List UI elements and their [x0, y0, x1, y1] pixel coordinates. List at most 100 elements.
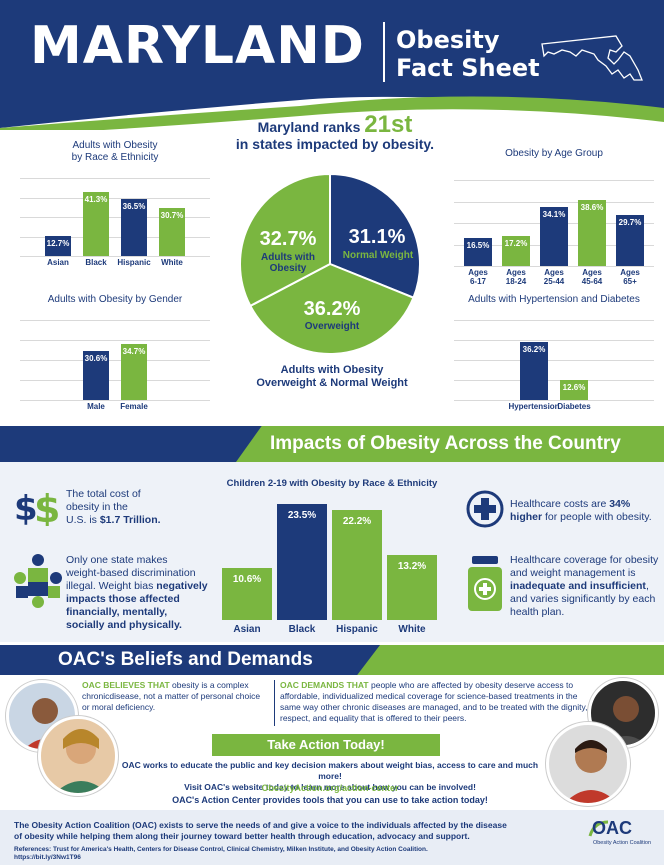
coverage-line5: health plan. — [510, 606, 565, 618]
footer-line1: The Obesity Action Coalition (OAC) exist… — [14, 820, 507, 830]
coverage-line2: and weight management is — [510, 567, 636, 579]
oac-believes: OAC BELIEVES THAT obesity is a complex c… — [82, 680, 268, 713]
bar-1 — [560, 379, 588, 400]
bar-3 — [578, 199, 606, 266]
mini-chart-title: Obesity by Age Group — [505, 148, 603, 159]
bar-category-label: White — [161, 258, 183, 267]
bar-value-label: 34.7% — [122, 347, 146, 357]
references: References: Trust for America's Health, … — [14, 846, 574, 862]
grid-line — [20, 197, 210, 199]
bar-0 — [520, 342, 548, 400]
grid-line — [20, 217, 210, 218]
kids-bar-value: 23.5% — [287, 510, 317, 521]
bar-0 — [464, 237, 492, 266]
coverage-line4: and varies significantly by each — [510, 593, 656, 605]
weight-bias-bold4: socially and physically. — [66, 619, 182, 631]
puzzle-people-icon — [14, 554, 62, 608]
person-photo-3 — [588, 678, 658, 748]
sheet-title-line1: Obesity — [396, 26, 500, 54]
grid-line — [20, 320, 210, 321]
total-cost-line3: U.S. is — [66, 514, 100, 526]
grid-line — [20, 400, 210, 401]
bar-1 — [502, 236, 530, 266]
bar-1 — [83, 191, 109, 256]
header-background — [0, 0, 664, 130]
kids-bar-value: 22.2% — [342, 516, 372, 528]
grid-line — [454, 266, 654, 267]
bar-value-label: 29.7% — [618, 217, 642, 227]
person-photo-2 — [38, 716, 118, 796]
bar-category-part: Ages — [506, 268, 526, 277]
bar-value-label: 38.6% — [580, 202, 604, 212]
grid-line — [20, 178, 210, 179]
race-ethnicity-chart: Adults with Obesity by Race & Ethnicity 12… — [20, 140, 210, 270]
grid-line — [454, 360, 654, 361]
pie-slice-2 — [239, 172, 331, 308]
total-cost-line2: obesity in the — [66, 501, 128, 513]
bar-0 — [83, 351, 109, 400]
healthcare-cost-bold1: 34% — [609, 498, 631, 510]
bar-category-label: Ages 45-64 — [564, 268, 620, 286]
bar-category-part: Ages — [582, 268, 602, 277]
weight-bias-line1: Only one state makes — [66, 554, 168, 566]
grid-line — [454, 380, 654, 381]
total-cost-line1: The total cost of — [66, 488, 141, 500]
demands-text1: people who are affected by obesity deser… — [368, 680, 574, 690]
healthcare-cost-post: for people with obesity. — [542, 511, 652, 523]
bar-3 — [159, 208, 185, 256]
bar-category-label: Ages 6-17 — [450, 268, 506, 286]
references-link[interactable]: https://bit.ly/3Nw1T96 — [14, 854, 81, 861]
grid-line — [454, 180, 654, 181]
svg-text:$: $ — [14, 489, 38, 526]
bar-category-part: 6-17 — [469, 277, 486, 286]
coverage-comma: , — [645, 580, 649, 592]
demands-text4: respect, and equality that is offered to… — [280, 713, 467, 723]
healthcare-cost-bold2: higher — [510, 511, 543, 523]
coverage-line1: Healthcare coverage for obesity — [510, 554, 659, 566]
bar-category-part: Ages — [544, 268, 564, 277]
kids-bar-category: Black — [288, 624, 316, 635]
pie-label-obesity-line2: Obesity — [269, 263, 307, 274]
kids-bar-category: Hispanic — [336, 624, 378, 635]
believes-label: OAC BELIEVES THAT — [82, 680, 170, 690]
bar-value-label: 30.6% — [84, 354, 108, 364]
take-action-button[interactable]: Take Action Today! — [212, 734, 440, 756]
bar-category-label: Female — [120, 402, 148, 411]
bar-category-label: Ages 65+ — [602, 268, 658, 286]
weight-bias-text: Only one state makes weight-based discri… — [66, 554, 216, 632]
pie-label-obesity: Adults with Obesity — [246, 252, 330, 274]
footer-line2: of obesity while helping them along thei… — [14, 831, 470, 841]
bar-value-label: 36.5% — [122, 202, 146, 212]
bar-value-label: 12.7% — [46, 239, 70, 249]
mini-chart-title: Adults with Obesity by Race & Ethnicity — [20, 140, 210, 164]
beliefs-divider — [274, 680, 275, 726]
coverage-text: Healthcare coverage for obesity and weig… — [510, 554, 662, 619]
kids-bar-category: Asian — [233, 624, 261, 635]
weight-bias-bold3: financially, mentally, — [66, 606, 168, 618]
action-center-link[interactable]: ObesityAction.org/action-center — [261, 783, 399, 793]
pie-label-obesity-pct: 32.7% — [259, 228, 317, 250]
person-photo-4 — [546, 722, 630, 806]
bar-category-label: Asian — [47, 258, 69, 267]
medical-cross-icon — [466, 490, 504, 528]
kids-race-ethnicity-chart: 10.6% Asian 23.5% Black 22.2% Hispanic 13.2% Wh… — [222, 496, 450, 638]
coverage-bold: inadequate and insufficient — [510, 580, 646, 592]
pill-bottle-icon — [468, 556, 502, 611]
bar-category-label: Black — [85, 258, 107, 267]
rank-prefix: Maryland ranks — [257, 119, 365, 135]
bar-category-part: Ages — [620, 268, 640, 277]
pie-slice-0 — [329, 172, 421, 299]
bar-1 — [121, 344, 147, 400]
grid-line — [20, 236, 210, 238]
kids-bar-value: 13.2% — [397, 560, 427, 572]
believes-text3: or moral deficiency. — [82, 702, 156, 712]
weight-bias-line2: weight-based discrimination — [66, 567, 196, 579]
bar-category-label: Ages 25-44 — [526, 268, 582, 286]
age-group-chart: Obesity by Age Group 16.5% Ages 6-17 17.2% Ag… — [454, 148, 654, 286]
bar-value-label: 12.6% — [562, 382, 586, 392]
rank-suffix: in states impacted by obesity. — [235, 136, 435, 152]
kids-bar-0: 10.6% — [222, 567, 272, 620]
rank-statement: Maryland ranks 21st in states impacted b… — [210, 113, 460, 153]
oac-logo-icon — [588, 820, 609, 837]
kids-chart-title: Children 2-19 with Obesity by Race & Eth… — [226, 478, 438, 489]
